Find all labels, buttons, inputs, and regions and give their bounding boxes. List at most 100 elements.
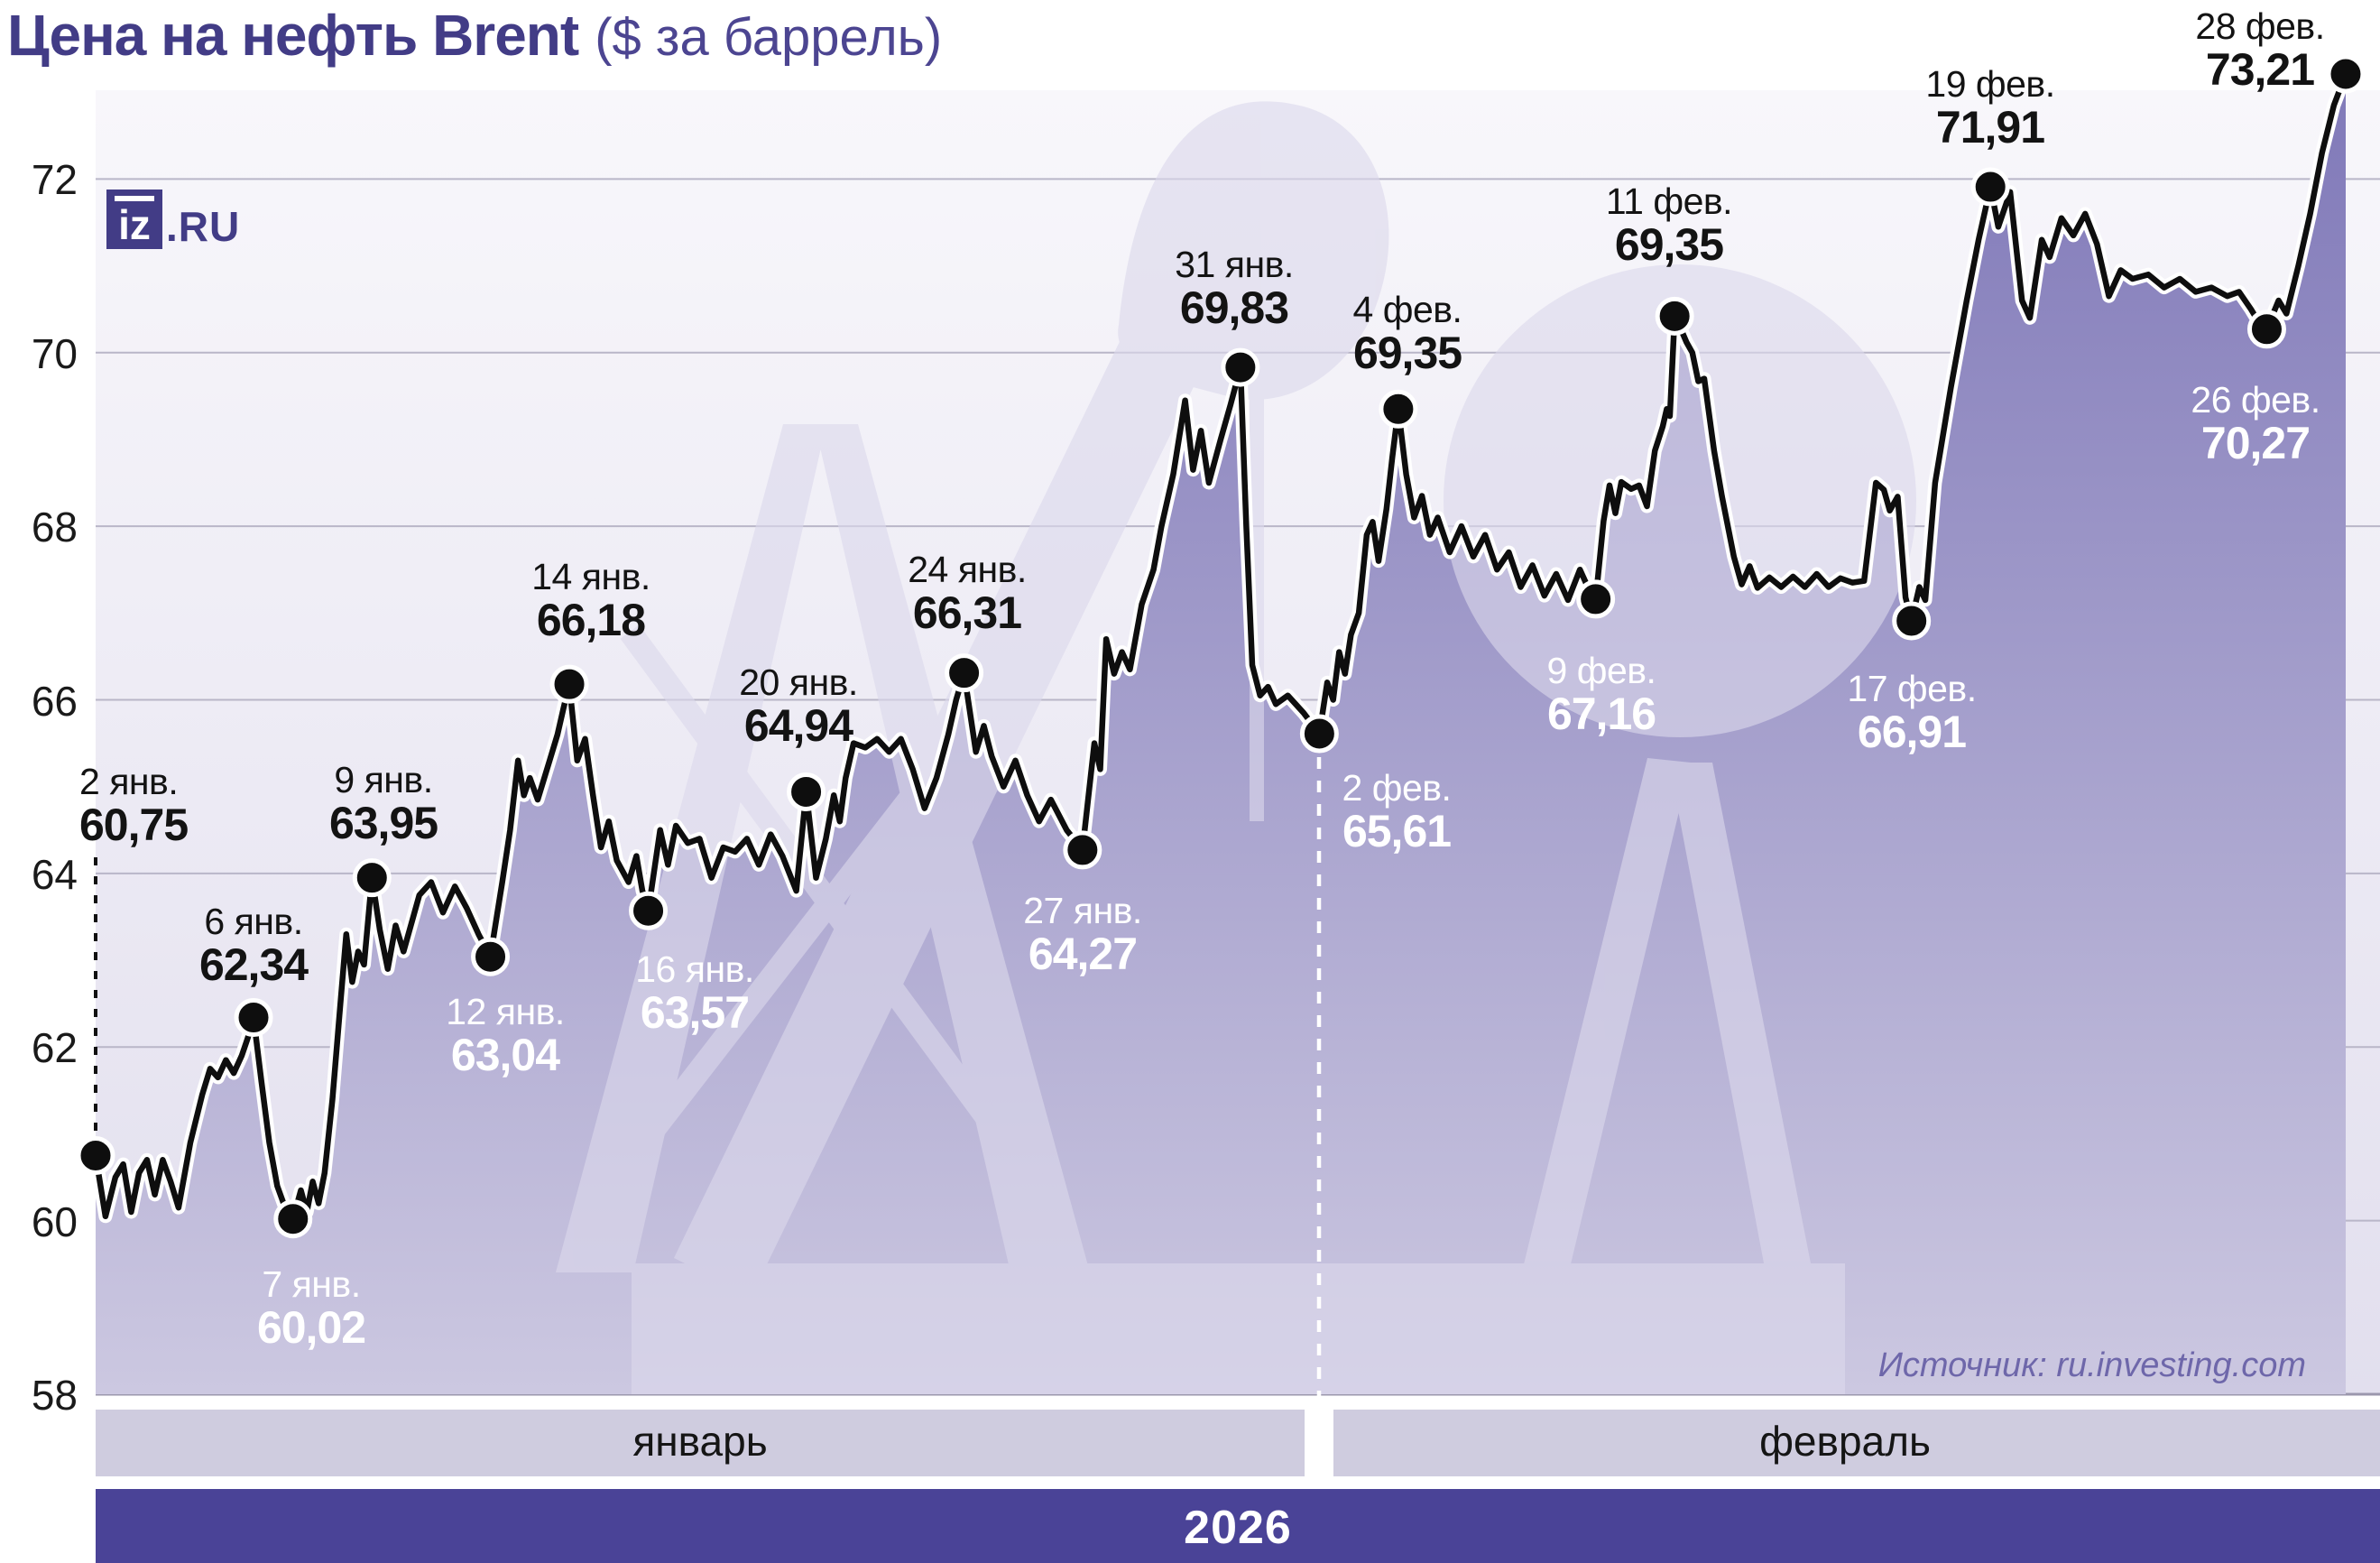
point-label-17: 26 фев. 70,27 xyxy=(2191,381,2320,467)
point-label-12: 4 фев. 69,35 xyxy=(1352,289,1463,376)
point-label-18: 28 фев. 73,21 xyxy=(2195,5,2325,95)
point-date: 11 фев. xyxy=(1605,180,1733,222)
izru-logo-suffix: .RU xyxy=(166,203,241,250)
data-point-dot xyxy=(1576,579,1616,619)
point-label-8: 24 янв. 66,31 xyxy=(908,550,1027,636)
point-label-9: 27 янв. 64,27 xyxy=(1023,892,1142,977)
source-credit: Источник: ru.investing.com xyxy=(1877,1346,2306,1384)
derrick-leg-icon xyxy=(815,424,1090,1272)
izru-logo-box: iz xyxy=(106,190,162,249)
point-value: 71,91 xyxy=(1935,101,2045,153)
point-value: 64,94 xyxy=(743,699,853,751)
point-date: 7 янв. xyxy=(262,1263,361,1305)
point-value: 62,34 xyxy=(198,939,309,990)
data-point-dot xyxy=(549,664,589,704)
pumpjack-beam-icon xyxy=(674,225,1254,1296)
data-point-dot xyxy=(1299,714,1339,754)
point-label-4: 12 янв. 63,04 xyxy=(446,993,565,1078)
price-line xyxy=(88,67,2353,1226)
y-tick-label: 64 xyxy=(31,850,78,898)
pumpjack-rod-icon xyxy=(1250,388,1264,821)
point-value: 60,02 xyxy=(256,1301,366,1353)
pedestal-leg-icon xyxy=(1523,758,1691,1268)
data-point-dot xyxy=(629,891,669,930)
point-value: 66,91 xyxy=(1857,706,1967,757)
point-label-11: 2 фев. 65,61 xyxy=(1342,767,1453,855)
data-point-dot xyxy=(1655,296,1694,336)
data-point-dots xyxy=(76,54,2366,1239)
point-date: 27 янв. xyxy=(1023,890,1142,931)
point-label-15: 17 фев. 66,91 xyxy=(1847,668,1977,757)
page-title: Цена на нефть Brent ($ за баррель) xyxy=(7,2,942,69)
point-date: 28 фев. xyxy=(2195,5,2325,47)
y-tick-label: 58 xyxy=(31,1372,78,1419)
point-date: 12 янв. xyxy=(446,991,565,1032)
y-tick-label: 68 xyxy=(31,504,78,551)
point-value: 73,21 xyxy=(2205,43,2315,95)
month-band-january xyxy=(96,1410,1305,1476)
year-label: 2026 xyxy=(1184,1502,1292,1554)
year-band xyxy=(96,1489,2380,1563)
point-date: 14 янв. xyxy=(531,556,650,597)
point-date: 6 янв. xyxy=(204,901,303,942)
derrick-brace-icon xyxy=(586,624,1049,1212)
point-label-7: 20 янв. 64,94 xyxy=(739,663,858,749)
month-label-february: февраль xyxy=(1759,1418,1931,1465)
y-tick-label: 70 xyxy=(31,329,78,377)
title-main: Цена на нефть Brent xyxy=(7,3,579,68)
derrick-brace-icon xyxy=(620,624,1061,1212)
point-value: 63,57 xyxy=(640,986,750,1038)
point-date: 31 янв. xyxy=(1175,244,1294,285)
point-date: 2 фев. xyxy=(1342,767,1452,809)
point-label-1: 6 янв. 62,34 xyxy=(198,901,309,990)
point-date: 17 фев. xyxy=(1847,668,1977,709)
point-label-5: 14 янв. 66,18 xyxy=(531,558,650,643)
point-value: 66,31 xyxy=(912,587,1022,638)
point-value: 63,04 xyxy=(450,1029,560,1080)
price-line-stroke xyxy=(92,70,2349,1222)
point-date: 16 янв. xyxy=(635,948,754,990)
point-label-6: 16 янв. 63,57 xyxy=(635,950,754,1036)
pumpjack-horsehead-icon xyxy=(1118,101,1389,400)
data-point-dot xyxy=(471,937,511,976)
point-label-2: 7 янв. 60,02 xyxy=(256,1263,366,1353)
point-label-10: 31 янв. 69,83 xyxy=(1175,245,1294,331)
izru-logo-bar xyxy=(115,196,154,201)
point-date: 2 янв. xyxy=(79,761,179,802)
point-date: 9 янв. xyxy=(334,759,433,800)
point-value: 64,27 xyxy=(1028,928,1138,979)
point-date: 20 янв. xyxy=(739,661,858,703)
izru-logo-mark: iz xyxy=(118,201,151,248)
y-tick-label: 66 xyxy=(31,677,78,725)
pedestal-leg-icon xyxy=(1669,763,1812,1268)
point-date: 9 фев. xyxy=(1546,650,1656,691)
point-date: 19 фев. xyxy=(1925,63,2055,105)
data-point-dot xyxy=(2326,54,2366,94)
crank-wheel-icon xyxy=(1444,264,1916,737)
point-date: 4 фев. xyxy=(1352,289,1462,330)
data-point-dot xyxy=(273,1199,313,1239)
point-label-0: 2 янв. 60,75 xyxy=(79,761,189,848)
point-date: 24 янв. xyxy=(908,549,1027,590)
y-tick-label: 60 xyxy=(31,1198,78,1245)
point-label-14: 11 фев. 69,35 xyxy=(1605,180,1733,268)
month-band-february xyxy=(1333,1410,2380,1476)
connector-lines xyxy=(94,757,1322,1408)
data-point-dot xyxy=(1892,601,1932,641)
point-value: 69,83 xyxy=(1179,282,1289,333)
title-subtitle: ($ за баррель) xyxy=(595,8,943,67)
point-value: 66,18 xyxy=(536,594,646,645)
data-point-dot xyxy=(2246,310,2286,349)
point-label-13: 9 фев. 67,16 xyxy=(1546,650,1657,737)
point-label-3: 9 янв. 63,95 xyxy=(329,761,438,846)
month-label-january: январь xyxy=(632,1418,768,1465)
point-date: 26 фев. xyxy=(2191,379,2320,421)
data-point-dot xyxy=(787,772,826,811)
data-point-dot xyxy=(1221,347,1260,387)
data-point-dot xyxy=(1970,167,2010,207)
point-value: 70,27 xyxy=(2200,417,2311,468)
data-point-dot xyxy=(234,998,273,1038)
y-tick-label: 72 xyxy=(31,156,78,204)
